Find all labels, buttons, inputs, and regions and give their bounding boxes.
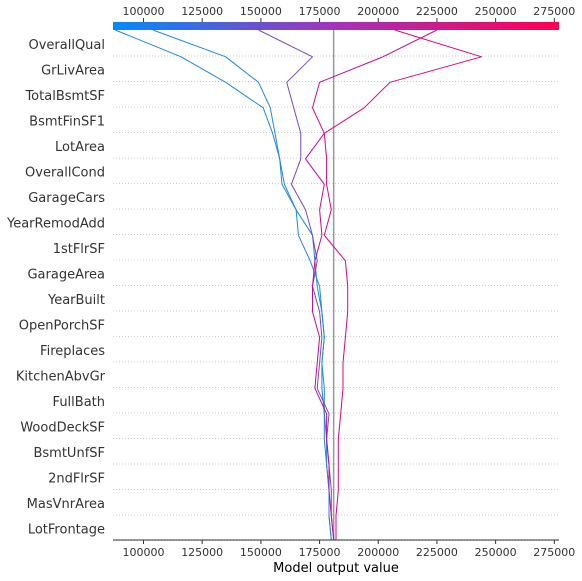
feature-label: WoodDeckSF — [20, 421, 105, 436]
feature-label: 2ndFlrSF — [48, 472, 105, 487]
top-tick-label: 225000 — [416, 5, 458, 18]
top-tick-label: 200000 — [357, 5, 399, 18]
feature-labels: OverallQual GrLivArea TotalBsmtSF BsmtFinSF… — [6, 38, 106, 538]
top-tick-label: 275000 — [533, 5, 575, 18]
feature-label: Fireplaces — [40, 344, 105, 359]
top-tick-label: 100000 — [123, 5, 165, 18]
top-tick-label: 150000 — [240, 5, 282, 18]
bottom-tick-label: 100000 — [123, 546, 165, 559]
decision-lines — [115, 29, 482, 541]
feature-label: OverallQual — [28, 38, 105, 53]
axes: 100000 100000 125000 125000 150000 150000 1750… — [113, 5, 575, 559]
feature-label: YearBuilt — [47, 293, 105, 308]
feature-label: KitchenAbvGr — [16, 370, 106, 385]
bottom-tick-label: 225000 — [416, 546, 458, 559]
x-axis-title: Model output value — [273, 561, 399, 576]
decision-line — [115, 29, 332, 541]
decision-line — [305, 29, 438, 541]
grid-lines — [113, 55, 559, 541]
feature-label: FullBath — [53, 395, 105, 410]
bottom-tick-label: 125000 — [181, 546, 223, 559]
feature-label: BsmtUnfSF — [33, 446, 105, 461]
feature-label: GrLivArea — [41, 64, 105, 79]
top-tick-label: 175000 — [299, 5, 341, 18]
feature-label: YearRemodAdd — [6, 217, 105, 232]
decision-line — [152, 29, 332, 541]
feature-label: GarageCars — [28, 191, 105, 206]
feature-label: 1stFlrSF — [53, 242, 105, 257]
feature-label: BsmtFinSF1 — [29, 115, 105, 130]
bottom-tick-label: 150000 — [240, 546, 282, 559]
feature-label: LotArea — [55, 140, 105, 155]
colorbar — [113, 22, 559, 30]
feature-label: OpenPorchSF — [19, 319, 105, 334]
feature-label: TotalBsmtSF — [24, 89, 105, 104]
bottom-tick-label: 175000 — [299, 546, 341, 559]
bottom-tick-label: 275000 — [533, 546, 575, 559]
feature-label: MasVnrArea — [27, 497, 105, 512]
feature-label: OverallCond — [25, 166, 105, 181]
bottom-tick-label: 200000 — [357, 546, 399, 559]
decision-line — [323, 29, 482, 540]
top-tick-label: 250000 — [475, 5, 517, 18]
feature-label: GarageArea — [27, 268, 105, 283]
top-tick-label: 125000 — [181, 5, 223, 18]
feature-label: LotFrontage — [28, 523, 105, 538]
bottom-tick-label: 250000 — [475, 546, 517, 559]
colorbar-gradient — [113, 22, 559, 30]
